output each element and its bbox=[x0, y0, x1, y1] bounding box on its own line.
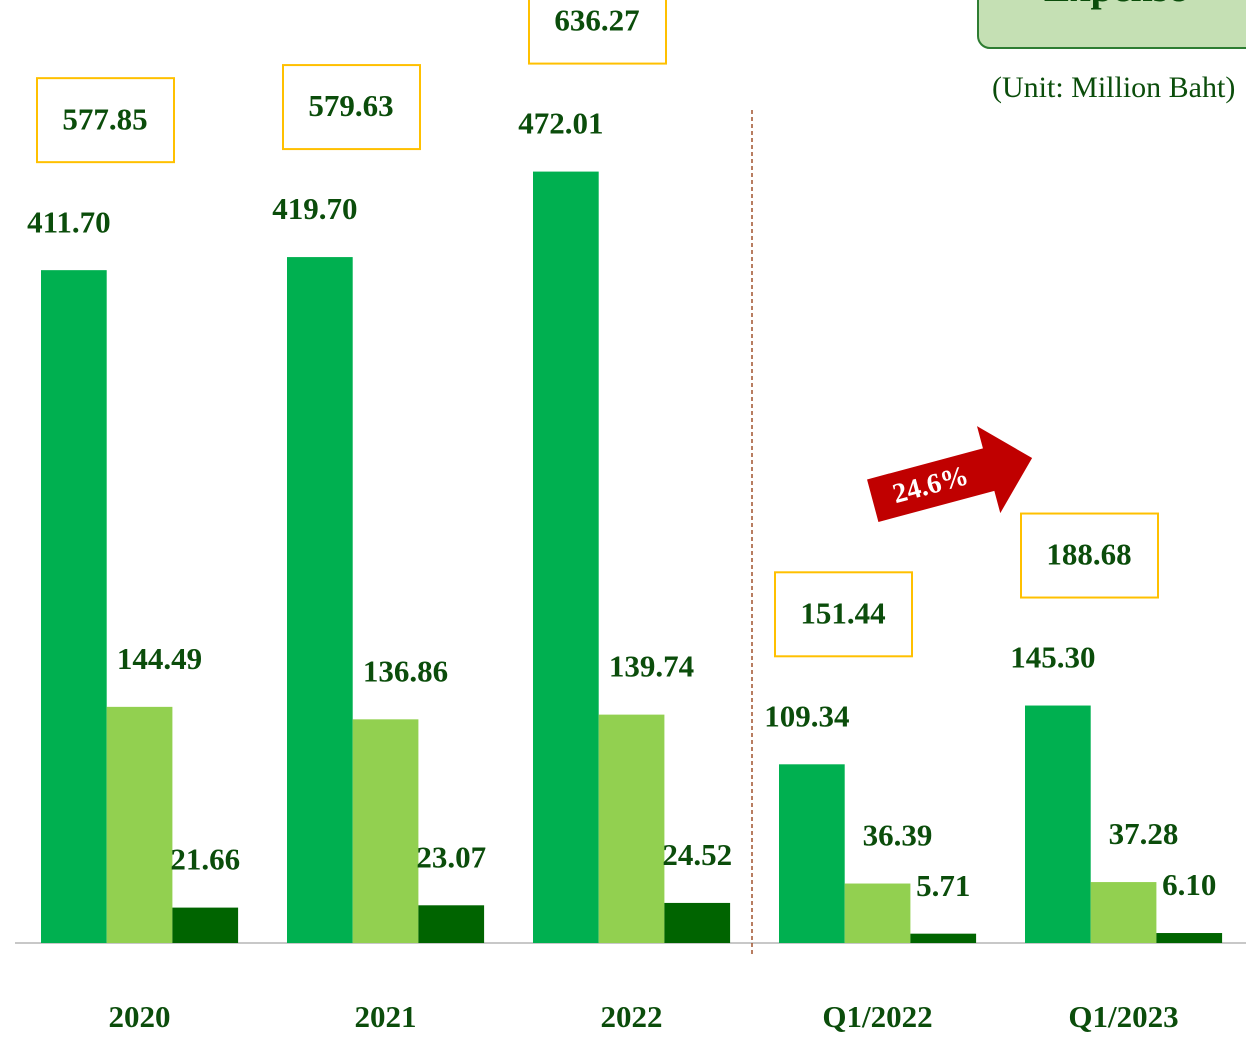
bar bbox=[598, 714, 665, 943]
x-tick-label: 2022 bbox=[601, 999, 663, 1034]
total-box bbox=[1020, 512, 1159, 599]
total-label: 151.44 bbox=[800, 595, 885, 630]
bar bbox=[844, 883, 911, 943]
bar bbox=[533, 171, 599, 943]
bar bbox=[910, 933, 977, 943]
total-label: 577.85 bbox=[62, 101, 147, 136]
bar bbox=[1090, 882, 1157, 943]
total-label: 188.68 bbox=[1046, 537, 1131, 572]
value-label: 144.49 bbox=[117, 641, 202, 676]
value-label: 419.70 bbox=[272, 191, 357, 226]
value-label: 36.39 bbox=[863, 818, 933, 853]
x-tick-label: 2020 bbox=[109, 999, 171, 1034]
arrow-shape bbox=[867, 426, 1033, 522]
bar bbox=[418, 905, 485, 943]
bar bbox=[779, 764, 845, 943]
total-box bbox=[36, 77, 175, 164]
bar bbox=[352, 719, 419, 943]
value-label: 21.66 bbox=[170, 842, 240, 877]
bar bbox=[1156, 933, 1223, 943]
bar bbox=[664, 902, 731, 943]
x-tick-label: Q1/2023 bbox=[1068, 999, 1178, 1034]
value-label: 411.70 bbox=[27, 204, 111, 239]
x-tick-label: Q1/2022 bbox=[822, 999, 932, 1034]
title-box bbox=[977, 0, 1246, 49]
total-box bbox=[528, 0, 667, 65]
total-box bbox=[282, 64, 421, 151]
value-label: 136.86 bbox=[363, 653, 448, 688]
bar bbox=[106, 706, 173, 943]
bar bbox=[41, 270, 107, 943]
value-label: 24.52 bbox=[662, 837, 732, 872]
value-label: 139.74 bbox=[609, 649, 694, 684]
value-label: 6.10 bbox=[1162, 867, 1216, 902]
value-label: 145.30 bbox=[1010, 640, 1095, 675]
bar bbox=[287, 257, 353, 943]
value-label: 5.71 bbox=[916, 868, 970, 903]
value-label: 37.28 bbox=[1109, 816, 1179, 851]
growth-arrow: 24.6% bbox=[867, 426, 1033, 522]
total-box bbox=[774, 571, 913, 658]
total-label: 636.27 bbox=[554, 3, 639, 38]
bar bbox=[1025, 705, 1091, 943]
unit-label: (Unit: Million Baht) bbox=[992, 71, 1235, 104]
value-label: 109.34 bbox=[764, 698, 849, 733]
value-label: 472.01 bbox=[518, 106, 603, 141]
value-label: 23.07 bbox=[416, 839, 486, 874]
x-tick-label: 2021 bbox=[355, 999, 417, 1034]
bar bbox=[172, 907, 239, 943]
chart-title: Expense bbox=[1044, 0, 1186, 10]
total-label: 579.63 bbox=[308, 88, 393, 123]
